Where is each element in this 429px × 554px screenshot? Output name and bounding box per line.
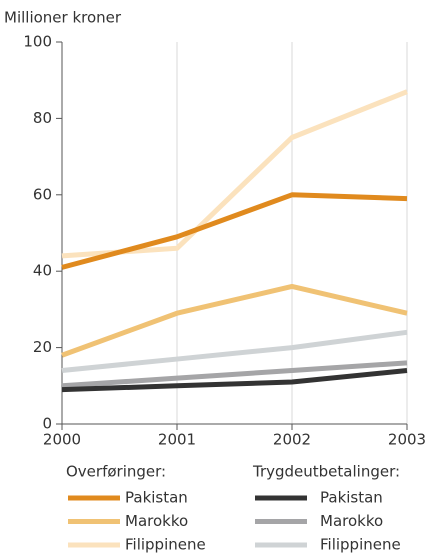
x-tick-label: 2003 [388, 431, 426, 449]
legend-label: Pakistan [320, 489, 383, 507]
y-tick-label: 0 [42, 415, 52, 433]
legend-group-title: Overføringer: [66, 463, 166, 481]
legend-label: Filippinene [125, 536, 206, 554]
series-line [61, 283, 408, 358]
series-line [61, 89, 408, 259]
y-tick-label: 60 [33, 185, 52, 203]
legend-group-title: Trygdeutbetalinger: [252, 463, 400, 481]
y-tick-label: 40 [33, 262, 52, 280]
y-tick-label: 80 [33, 109, 52, 127]
series-line [61, 368, 408, 393]
y-axis-label: Millioner kroner [4, 9, 122, 27]
legend-label: Marokko [320, 512, 383, 530]
x-tick-label: 2002 [273, 431, 311, 449]
y-tick-label: 20 [33, 338, 52, 356]
legend-label: Filippinene [320, 536, 401, 554]
x-tick-label: 2000 [43, 431, 81, 449]
legend-label: Pakistan [125, 489, 188, 507]
series-line [61, 360, 408, 389]
series-line [61, 329, 408, 374]
series-line [61, 192, 408, 270]
x-tick-label: 2001 [158, 431, 196, 449]
y-tick-label: 100 [23, 33, 52, 51]
legend-label: Marokko [125, 512, 188, 530]
